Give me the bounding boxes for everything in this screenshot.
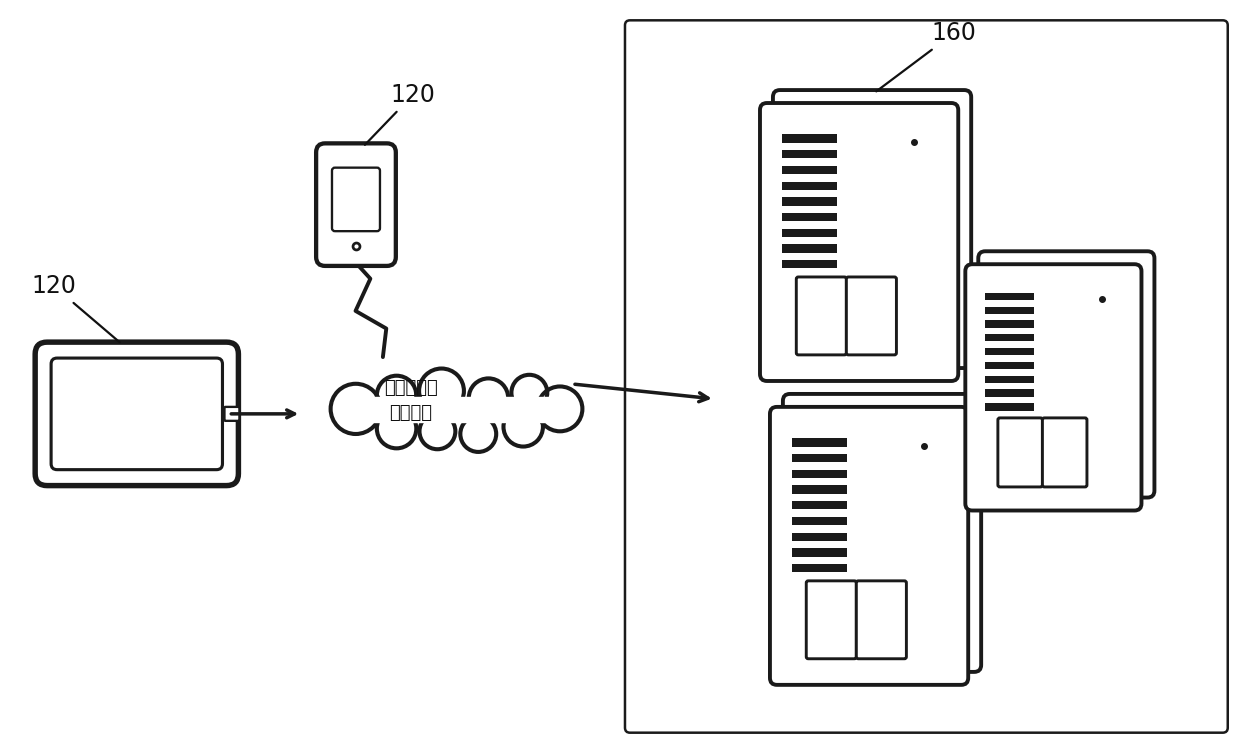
- Text: 120: 120: [32, 274, 120, 342]
- Bar: [781, 166, 837, 174]
- Bar: [791, 501, 847, 510]
- Circle shape: [538, 387, 583, 431]
- Text: 160: 160: [877, 21, 976, 91]
- Bar: [791, 486, 847, 494]
- FancyBboxPatch shape: [782, 394, 981, 672]
- FancyBboxPatch shape: [978, 251, 1154, 498]
- Bar: [986, 348, 1034, 355]
- Circle shape: [503, 407, 543, 446]
- Circle shape: [469, 379, 508, 418]
- Bar: [791, 454, 847, 462]
- FancyBboxPatch shape: [35, 342, 238, 486]
- FancyBboxPatch shape: [998, 418, 1043, 487]
- FancyBboxPatch shape: [1043, 418, 1087, 487]
- Bar: [781, 150, 837, 158]
- Circle shape: [419, 369, 464, 413]
- FancyBboxPatch shape: [796, 277, 847, 355]
- Bar: [986, 403, 1034, 411]
- Bar: [986, 293, 1034, 300]
- Circle shape: [419, 413, 455, 449]
- Bar: [781, 134, 837, 143]
- FancyBboxPatch shape: [770, 407, 968, 685]
- Text: 有线网络或
无线网络: 有线网络或 无线网络: [384, 379, 438, 422]
- FancyBboxPatch shape: [332, 167, 379, 231]
- FancyBboxPatch shape: [316, 143, 396, 266]
- Bar: [986, 390, 1034, 397]
- Bar: [781, 182, 837, 190]
- Bar: [781, 260, 837, 268]
- FancyBboxPatch shape: [625, 20, 1228, 733]
- Bar: [791, 516, 847, 525]
- Circle shape: [511, 375, 547, 411]
- Bar: [781, 244, 837, 253]
- Circle shape: [460, 416, 496, 452]
- Bar: [781, 228, 837, 237]
- FancyBboxPatch shape: [224, 407, 239, 421]
- FancyBboxPatch shape: [857, 581, 906, 659]
- Bar: [986, 362, 1034, 369]
- FancyBboxPatch shape: [847, 277, 897, 355]
- FancyBboxPatch shape: [806, 581, 857, 659]
- FancyBboxPatch shape: [760, 103, 959, 381]
- Bar: [986, 320, 1034, 328]
- Bar: [791, 532, 847, 541]
- Circle shape: [331, 384, 381, 434]
- Bar: [791, 548, 847, 556]
- Bar: [791, 564, 847, 572]
- Text: 120: 120: [365, 83, 435, 145]
- FancyBboxPatch shape: [773, 90, 971, 368]
- Circle shape: [377, 409, 417, 449]
- Bar: [356, 397, 556, 422]
- Bar: [781, 213, 837, 221]
- FancyBboxPatch shape: [51, 358, 222, 470]
- Bar: [986, 307, 1034, 314]
- Circle shape: [377, 375, 417, 415]
- Bar: [791, 470, 847, 478]
- Bar: [781, 198, 837, 206]
- Bar: [986, 334, 1034, 342]
- FancyBboxPatch shape: [965, 264, 1142, 510]
- Bar: [791, 438, 847, 446]
- Bar: [986, 375, 1034, 383]
